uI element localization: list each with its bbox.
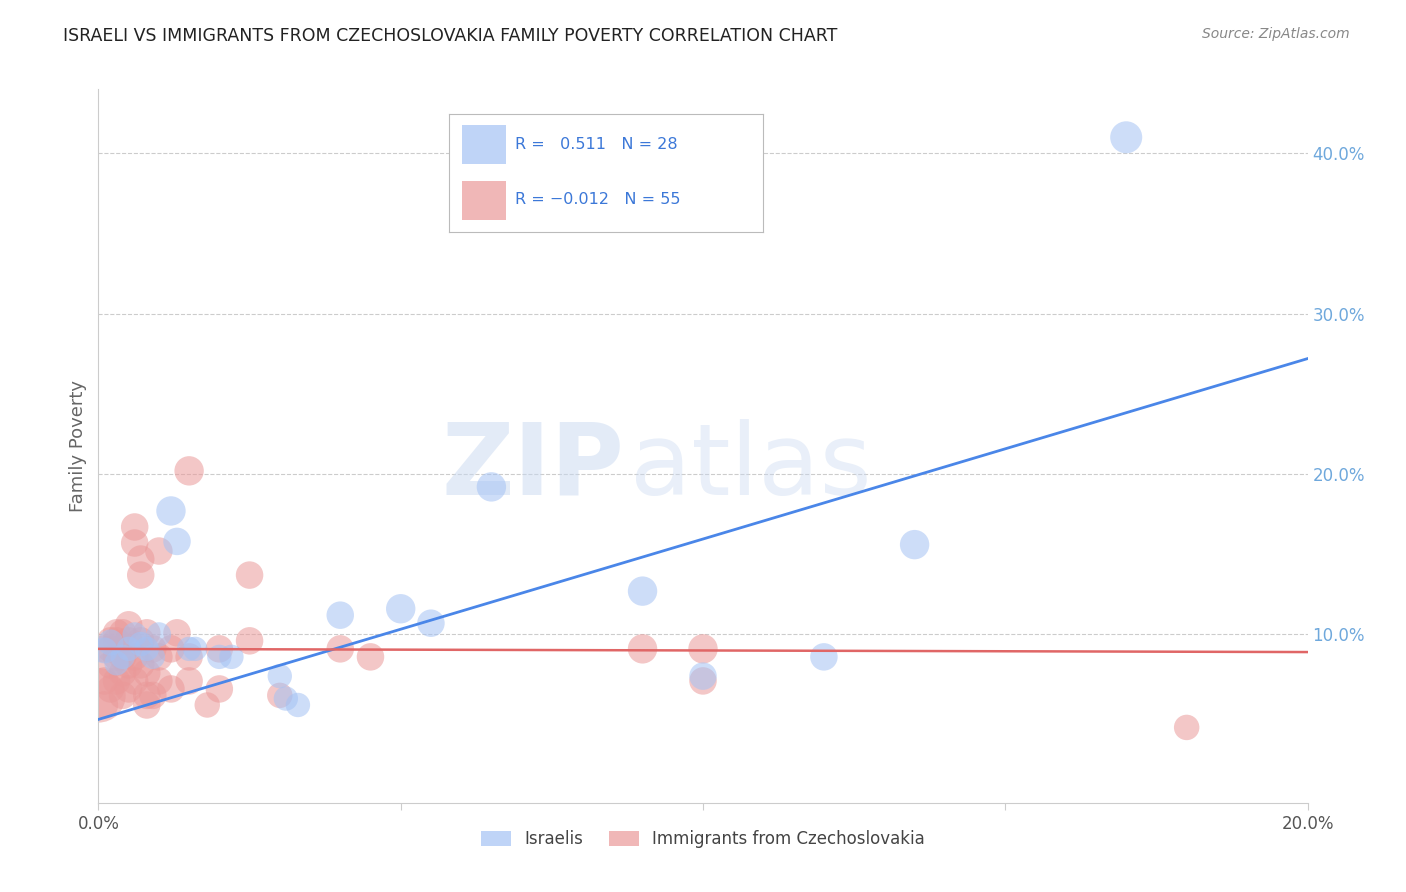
Point [269,669,291,683]
Point [148,673,170,688]
Point [129,657,152,672]
Point [129,568,152,582]
Point [105,649,128,664]
Point [329,608,352,623]
Point [100,635,122,649]
Point [93,643,115,657]
Point [135,689,157,703]
Point [87,689,110,703]
Point [118,617,141,632]
Point [124,627,146,641]
Point [481,480,503,494]
Point [118,657,141,672]
Point [692,669,714,683]
Point [208,681,231,696]
Point [208,641,231,656]
Point [1175,721,1198,735]
Point [135,625,157,640]
Point [105,625,128,640]
Point [184,641,207,656]
Point [111,665,134,680]
Point [166,625,188,640]
Point [100,641,122,656]
Point [148,544,170,558]
Text: ZIP: ZIP [441,419,624,516]
Point [129,633,152,648]
Point [142,641,165,656]
Text: ISRAELI VS IMMIGRANTS FROM CZECHOSLOVAKIA FAMILY POVERTY CORRELATION CHART: ISRAELI VS IMMIGRANTS FROM CZECHOSLOVAKI… [63,27,838,45]
Point [129,552,152,566]
Point [692,641,714,656]
Point [129,637,152,651]
Point [631,641,654,656]
Point [329,641,352,656]
Point [135,698,157,712]
Point [904,538,927,552]
Text: atlas: atlas [630,419,872,516]
Point [111,689,134,703]
Point [179,464,201,478]
Point [93,698,115,712]
Point [124,673,146,688]
Point [124,536,146,550]
Point [135,641,157,656]
Point [148,627,170,641]
Point [148,649,170,664]
Point [287,698,309,712]
Point [111,649,134,664]
Point [420,616,443,631]
Point [100,657,122,672]
Point [813,649,835,664]
Point [93,673,115,688]
Point [118,641,141,656]
Point [160,641,183,656]
Point [105,673,128,688]
Point [389,601,412,615]
Point [100,633,122,648]
Point [179,641,201,656]
Point [100,681,122,696]
Point [142,689,165,703]
Point [160,681,183,696]
Point [105,657,128,671]
Point [1115,130,1137,145]
Point [135,665,157,680]
Legend: Israelis, Immigrants from Czechoslovakia: Israelis, Immigrants from Czechoslovakia [475,824,931,855]
Y-axis label: Family Poverty: Family Poverty [69,380,87,512]
Point [239,568,262,582]
Point [160,504,183,518]
Point [118,633,141,648]
Point [124,520,146,534]
Point [269,689,291,703]
Point [142,649,165,664]
Point [179,673,201,688]
Point [274,691,297,706]
Point [124,649,146,664]
Point [208,649,231,664]
Point [239,633,262,648]
Point [692,673,714,688]
Text: Source: ZipAtlas.com: Source: ZipAtlas.com [1202,27,1350,41]
Point [631,584,654,599]
Point [111,625,134,640]
Point [166,534,188,549]
Point [105,633,128,648]
Point [111,649,134,664]
Point [118,681,141,696]
Point [179,649,201,664]
Point [221,649,243,664]
Point [195,698,218,712]
Point [360,649,382,664]
Point [93,641,115,656]
